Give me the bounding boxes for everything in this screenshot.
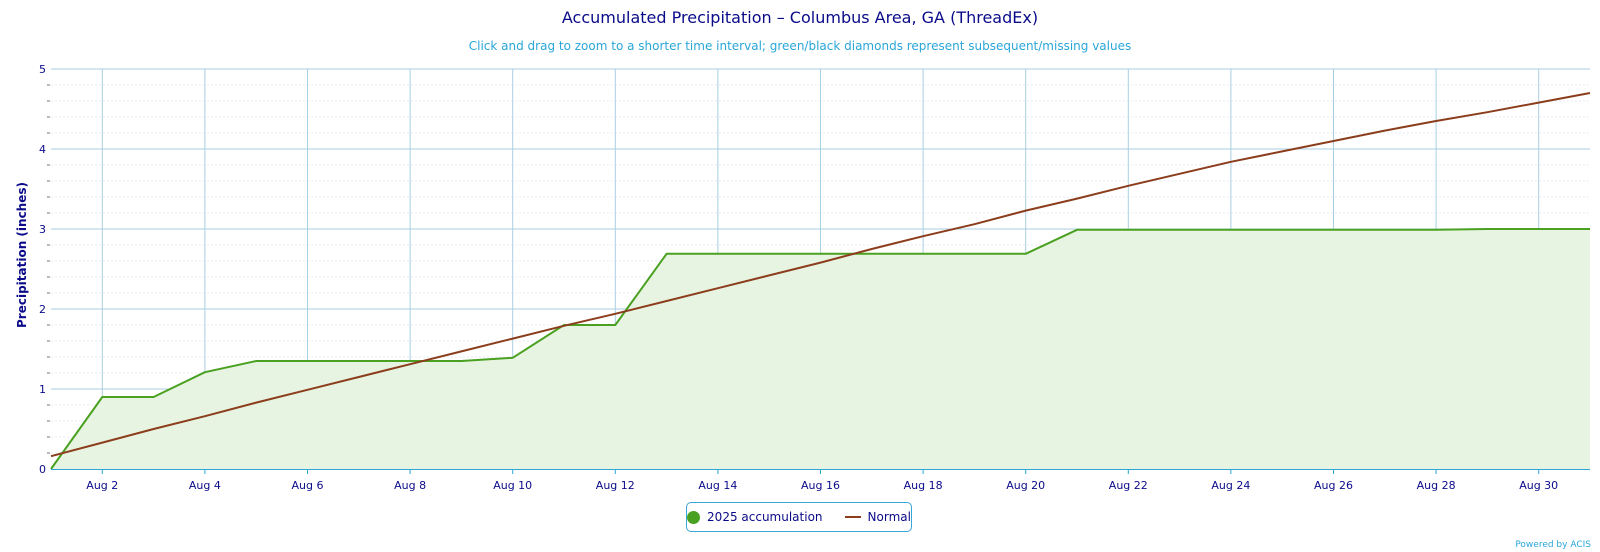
- green-circle-icon: [687, 510, 701, 524]
- x-tick-label: Aug 8: [394, 479, 426, 492]
- legend-item-normal[interactable]: Normal: [844, 510, 911, 524]
- y-tick-label: 1: [39, 383, 46, 396]
- normal-line: [50, 92, 1591, 458]
- y-axis-label: Precipitation (inches): [15, 182, 29, 328]
- y-tick-label: 5: [39, 63, 46, 76]
- y-tick-label: 3: [39, 223, 46, 236]
- legend-label-normal: Normal: [867, 510, 911, 524]
- x-tick-label: Aug 18: [904, 479, 943, 492]
- legend-item-accumulation[interactable]: 2025 accumulation: [687, 510, 823, 524]
- x-tick-label: Aug 26: [1314, 479, 1353, 492]
- x-tick-label: Aug 2: [86, 479, 118, 492]
- x-tick-label: Aug 20: [1006, 479, 1045, 492]
- x-tick-label: Aug 30: [1519, 479, 1558, 492]
- x-tick-label: Aug 12: [596, 479, 635, 492]
- x-tick-label: Aug 16: [801, 479, 840, 492]
- chart-legend: 2025 accumulation Normal: [686, 502, 912, 532]
- y-tick-label: 4: [39, 143, 46, 156]
- x-tick-label: Aug 10: [493, 479, 532, 492]
- legend-label-accumulation: 2025 accumulation: [707, 510, 823, 524]
- chart-title: Accumulated Precipitation – Columbus Are…: [562, 8, 1038, 27]
- plot-area[interactable]: [50, 92, 1591, 470]
- accumulation-area: [51, 229, 1590, 469]
- x-tick-label: Aug 14: [698, 479, 737, 492]
- x-axis: Aug 2 Aug 4 Aug 6 Aug 8 Aug 10 Aug 12 Aug 14 Au…: [51, 469, 1590, 492]
- x-tick-label: Aug 28: [1417, 479, 1456, 492]
- brown-line-icon: [844, 516, 861, 518]
- x-tick-label: Aug 6: [292, 479, 324, 492]
- x-tick-label: Aug 22: [1109, 479, 1148, 492]
- x-tick-label: Aug 4: [189, 479, 221, 492]
- y-tick-label: 0: [39, 463, 46, 476]
- y-tick-label: 2: [39, 303, 46, 316]
- chart-subtitle: Click and drag to zoom to a shorter time…: [469, 39, 1131, 53]
- y-axis: 0 1 2 3 4 5: [39, 63, 50, 476]
- accumulation-line: [50, 228, 1590, 470]
- x-tick-label: Aug 24: [1211, 479, 1250, 492]
- powered-by-credit[interactable]: Powered by ACIS: [1515, 540, 1591, 550]
